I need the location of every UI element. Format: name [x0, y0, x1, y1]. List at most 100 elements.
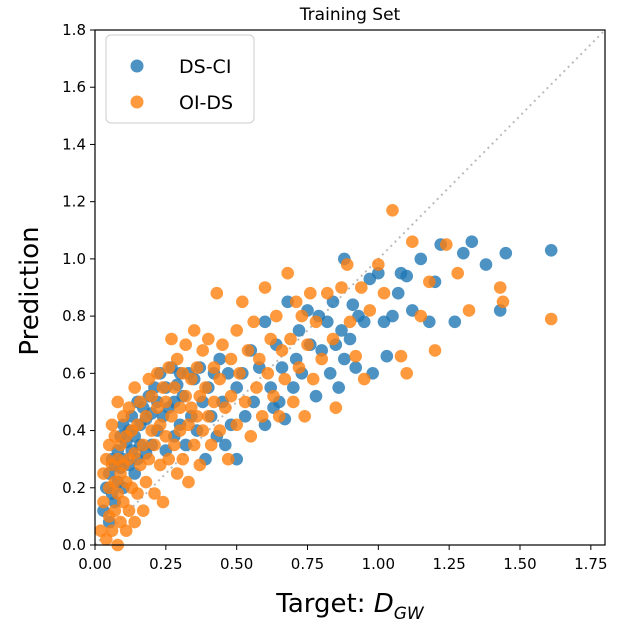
y-tick-label: 1.4	[62, 135, 86, 153]
point-oi-ds	[213, 424, 226, 437]
point-oi-ds	[136, 504, 150, 517]
point-oi-ds	[168, 381, 181, 394]
point-oi-ds	[292, 361, 306, 374]
x-axis-label-subscript: GW	[394, 604, 425, 624]
point-ds-ci	[400, 269, 414, 283]
point-oi-ds	[193, 458, 207, 472]
point-oi-ds	[321, 286, 334, 300]
point-oi-ds	[182, 418, 195, 432]
x-axis-label: Target: DGW	[275, 589, 425, 624]
point-ds-ci	[391, 286, 405, 300]
y-axis-label: Prediction	[15, 226, 45, 355]
point-oi-ds	[122, 504, 136, 517]
point-oi-ds	[241, 344, 255, 357]
point-oi-ds	[179, 338, 192, 352]
point-oi-ds	[221, 452, 235, 466]
point-ds-ci	[479, 258, 493, 271]
point-oi-ds	[105, 418, 119, 432]
point-oi-ds	[400, 367, 414, 380]
legend: DS-CI OI-DS	[105, 34, 255, 124]
point-oi-ds	[247, 315, 260, 329]
point-oi-ds	[199, 381, 212, 394]
point-ds-ci	[499, 246, 513, 260]
point-oi-ds	[196, 344, 209, 357]
point-oi-ds	[153, 418, 167, 432]
point-ds-ci	[357, 315, 371, 329]
point-oi-ds	[264, 332, 278, 346]
point-oi-ds	[159, 395, 173, 409]
chart-title: Training Set	[299, 5, 401, 25]
point-oi-ds	[207, 395, 221, 409]
point-oi-ds	[156, 495, 170, 509]
point-oi-ds	[406, 235, 419, 248]
point-oi-ds	[357, 372, 371, 386]
point-ds-ci	[386, 309, 399, 323]
point-oi-ds	[151, 367, 164, 380]
point-ds-ci	[343, 332, 357, 346]
point-oi-ds	[202, 332, 215, 346]
point-ds-ci	[448, 315, 462, 329]
point-oi-ds	[496, 295, 510, 309]
point-ds-ci	[219, 438, 232, 452]
point-oi-ds	[414, 309, 428, 323]
point-oi-ds	[301, 338, 314, 352]
point-oi-ds	[440, 238, 453, 251]
point-ds-ci	[309, 389, 323, 403]
point-oi-ds	[131, 418, 144, 432]
point-oi-ds	[173, 401, 187, 415]
point-oi-ds	[168, 438, 181, 452]
point-oi-ds	[544, 312, 558, 326]
series-oi-ds	[94, 204, 558, 552]
point-oi-ds	[148, 438, 161, 452]
point-ds-ci	[292, 324, 306, 337]
x-tick-label: 0.00	[78, 555, 111, 573]
point-ds-ci	[380, 349, 394, 363]
point-oi-ds	[204, 438, 218, 452]
point-oi-ds	[298, 410, 312, 423]
point-oi-ds	[309, 315, 323, 329]
point-oi-ds	[255, 410, 269, 423]
point-oi-ds	[139, 475, 153, 489]
point-oi-ds	[233, 367, 246, 380]
data-points	[94, 204, 558, 552]
x-tick-label: 0.50	[220, 555, 253, 573]
point-oi-ds	[355, 281, 368, 294]
point-oi-ds	[148, 487, 161, 500]
point-oi-ds	[340, 258, 354, 271]
point-oi-ds	[176, 452, 190, 466]
y-tick-label: 1.0	[62, 250, 86, 268]
point-oi-ds	[185, 372, 198, 386]
legend-marker-ds-ci	[130, 59, 144, 73]
point-oi-ds	[187, 438, 201, 452]
point-oi-ds	[165, 410, 178, 423]
point-oi-ds	[162, 452, 175, 466]
point-oi-ds	[428, 344, 442, 357]
point-oi-ds	[202, 410, 215, 423]
point-oi-ds	[386, 204, 399, 217]
point-oi-ds	[315, 352, 329, 366]
point-ds-ci	[332, 381, 346, 394]
point-oi-ds	[145, 389, 158, 403]
point-oi-ds	[462, 304, 476, 317]
point-oi-ds	[190, 410, 204, 423]
point-oi-ds	[207, 361, 221, 374]
point-oi-ds	[105, 524, 119, 537]
point-oi-ds	[219, 401, 232, 415]
y-tick-label: 0.0	[62, 536, 86, 554]
y-tick-label: 1.6	[62, 78, 86, 96]
x-tick-label: 0.25	[149, 555, 182, 573]
point-oi-ds	[272, 410, 286, 423]
y-tick-label: 0.4	[62, 422, 86, 440]
point-oi-ds	[128, 447, 141, 460]
point-ds-ci	[457, 246, 470, 260]
point-ds-ci	[414, 252, 428, 266]
x-tick-label: 1.00	[362, 555, 395, 573]
point-oi-ds	[190, 361, 204, 374]
point-oi-ds	[182, 475, 195, 489]
point-oi-ds	[230, 324, 243, 337]
point-oi-ds	[179, 389, 192, 403]
point-oi-ds	[329, 401, 343, 415]
y-tick-label: 1.2	[62, 193, 86, 211]
point-oi-ds	[289, 295, 303, 309]
point-oi-ds	[128, 381, 141, 394]
